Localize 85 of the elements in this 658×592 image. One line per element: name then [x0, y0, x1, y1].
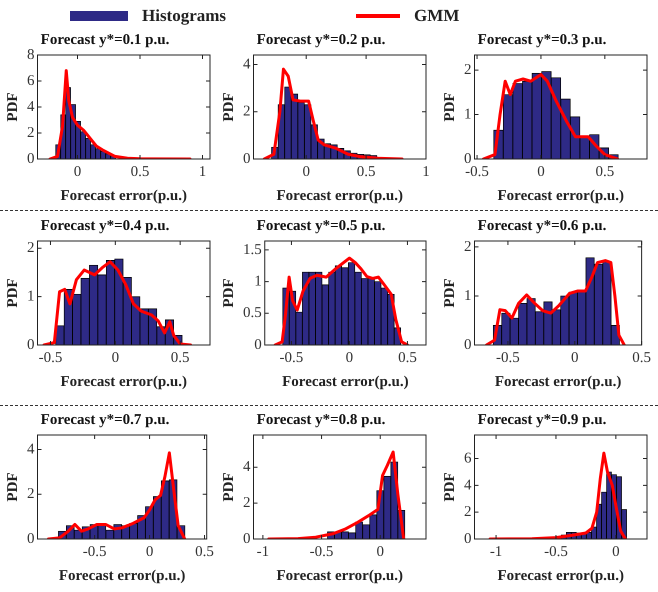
y-tick-label: 1: [27, 288, 34, 305]
y-tick-label: 2: [27, 124, 34, 141]
y-tick-label: 0: [27, 530, 34, 547]
x-axis-title: Forecast error(p.u.): [498, 568, 624, 584]
x-tick-label: -0.5: [544, 544, 568, 560]
y-tick-label: 2: [464, 504, 472, 520]
y-axis-title: PDF: [4, 278, 21, 308]
x-tick-label: 0: [112, 350, 120, 366]
y-tick-label: 6: [464, 450, 472, 466]
y-axis-title: PDF: [442, 278, 458, 308]
x-axis-title: Forecast error(p.u.): [498, 188, 624, 204]
y-axis-title: PDF: [442, 92, 458, 122]
y-axis-title: PDF: [220, 278, 237, 308]
y-tick-label: 2: [464, 238, 472, 255]
chart-title: Forecast y*=0.5 p.u.: [256, 218, 386, 234]
x-axis-title: Forecast error(p.u.): [58, 568, 186, 584]
chart-title: Forecast y*=0.4 p.u.: [40, 218, 170, 234]
x-axis-title: Forecast error(p.u.): [494, 374, 622, 390]
x-tick-label: 0: [537, 164, 545, 180]
y-tick-label: 0.5: [243, 305, 262, 322]
x-tick-label: 0.5: [595, 164, 614, 180]
y-tick-label: 2: [243, 104, 250, 120]
chart-title: Forecast y*=0.3 p.u.: [478, 32, 607, 48]
legend-label: GMM: [414, 6, 460, 26]
x-tick-label: -0.5: [38, 350, 62, 366]
y-tick-label: 2: [27, 240, 34, 256]
y-tick-label: 4: [243, 56, 251, 72]
y-axis-title: PDF: [4, 472, 21, 502]
y-axis-title: PDF: [442, 472, 458, 502]
y-axis-title: PDF: [220, 472, 237, 502]
x-axis-title: Forecast error(p.u.): [276, 188, 403, 204]
x-tick-label: -0.5: [310, 544, 334, 560]
x-axis-title: Forecast error(p.u.): [282, 374, 409, 390]
y-tick-label: 2: [464, 62, 472, 78]
y-tick-label: 1: [464, 288, 472, 304]
y-tick-label: 0: [464, 530, 472, 547]
y-tick-label: 2: [243, 495, 250, 512]
x-tick-label: 0.5: [632, 350, 651, 366]
x-tick-label: 0: [612, 544, 620, 560]
x-axis-title: Forecast error(p.u.): [60, 188, 187, 204]
y-tick-label: 8: [27, 46, 34, 63]
x-axis-title: Forecast error(p.u.): [60, 374, 187, 390]
y-tick-label: 6: [27, 72, 35, 89]
x-tick-label: 0: [146, 544, 154, 560]
chart-title: Forecast y*=0.2 p.u.: [256, 32, 386, 48]
x-tick-label: 0.5: [356, 164, 376, 180]
y-tick-label: 2: [27, 486, 34, 502]
x-tick-label: 0.5: [398, 350, 417, 366]
x-tick-label: 0: [346, 350, 354, 366]
chart-title: Forecast y*=0.6 p.u.: [478, 218, 607, 234]
x-tick-label: 1: [198, 164, 206, 180]
y-tick-label: 0: [254, 336, 262, 353]
y-tick-label: 0: [27, 150, 34, 167]
x-tick-label: -0.5: [280, 350, 304, 366]
chart-title: Forecast y*=0.7 p.u.: [40, 412, 170, 428]
chart-title: Forecast y*=0.9 p.u.: [478, 412, 607, 428]
y-tick-label: 1: [254, 274, 262, 290]
y-tick-label: 0: [27, 336, 34, 353]
y-tick-label: 0: [243, 530, 250, 547]
x-tick-label: 0: [74, 164, 82, 180]
y-tick-label: 0: [464, 336, 472, 353]
chart-title: Forecast y*=0.1 p.u.: [40, 32, 170, 48]
x-axis-title: Forecast error(p.u.): [276, 568, 403, 584]
legend-label: Histograms: [142, 6, 226, 26]
x-tick-label: 0.5: [130, 164, 150, 180]
x-tick-label: 0: [302, 164, 310, 180]
y-tick-label: 1: [464, 106, 472, 122]
x-tick-label: -0.5: [82, 544, 107, 560]
chart-title: Forecast y*=0.8 p.u.: [256, 412, 386, 428]
y-tick-label: 4: [27, 98, 35, 115]
x-tick-label: -1: [256, 544, 270, 560]
x-tick-label: -0.5: [496, 350, 520, 366]
x-tick-label: -1: [490, 544, 502, 560]
y-tick-label: 1.5: [243, 242, 262, 258]
y-tick-label: 4: [27, 441, 35, 458]
x-tick-label: 0: [376, 544, 384, 560]
x-tick-label: 0: [571, 350, 579, 366]
y-axis-title: PDF: [220, 92, 237, 122]
y-tick-label: 0: [243, 150, 250, 167]
x-tick-label: 0.5: [170, 350, 190, 366]
y-tick-label: 4: [464, 477, 472, 494]
y-tick-label: 4: [243, 459, 251, 476]
x-tick-label: 1: [422, 164, 430, 180]
y-axis-title: PDF: [4, 92, 21, 122]
x-tick-label: 0.5: [195, 544, 214, 560]
